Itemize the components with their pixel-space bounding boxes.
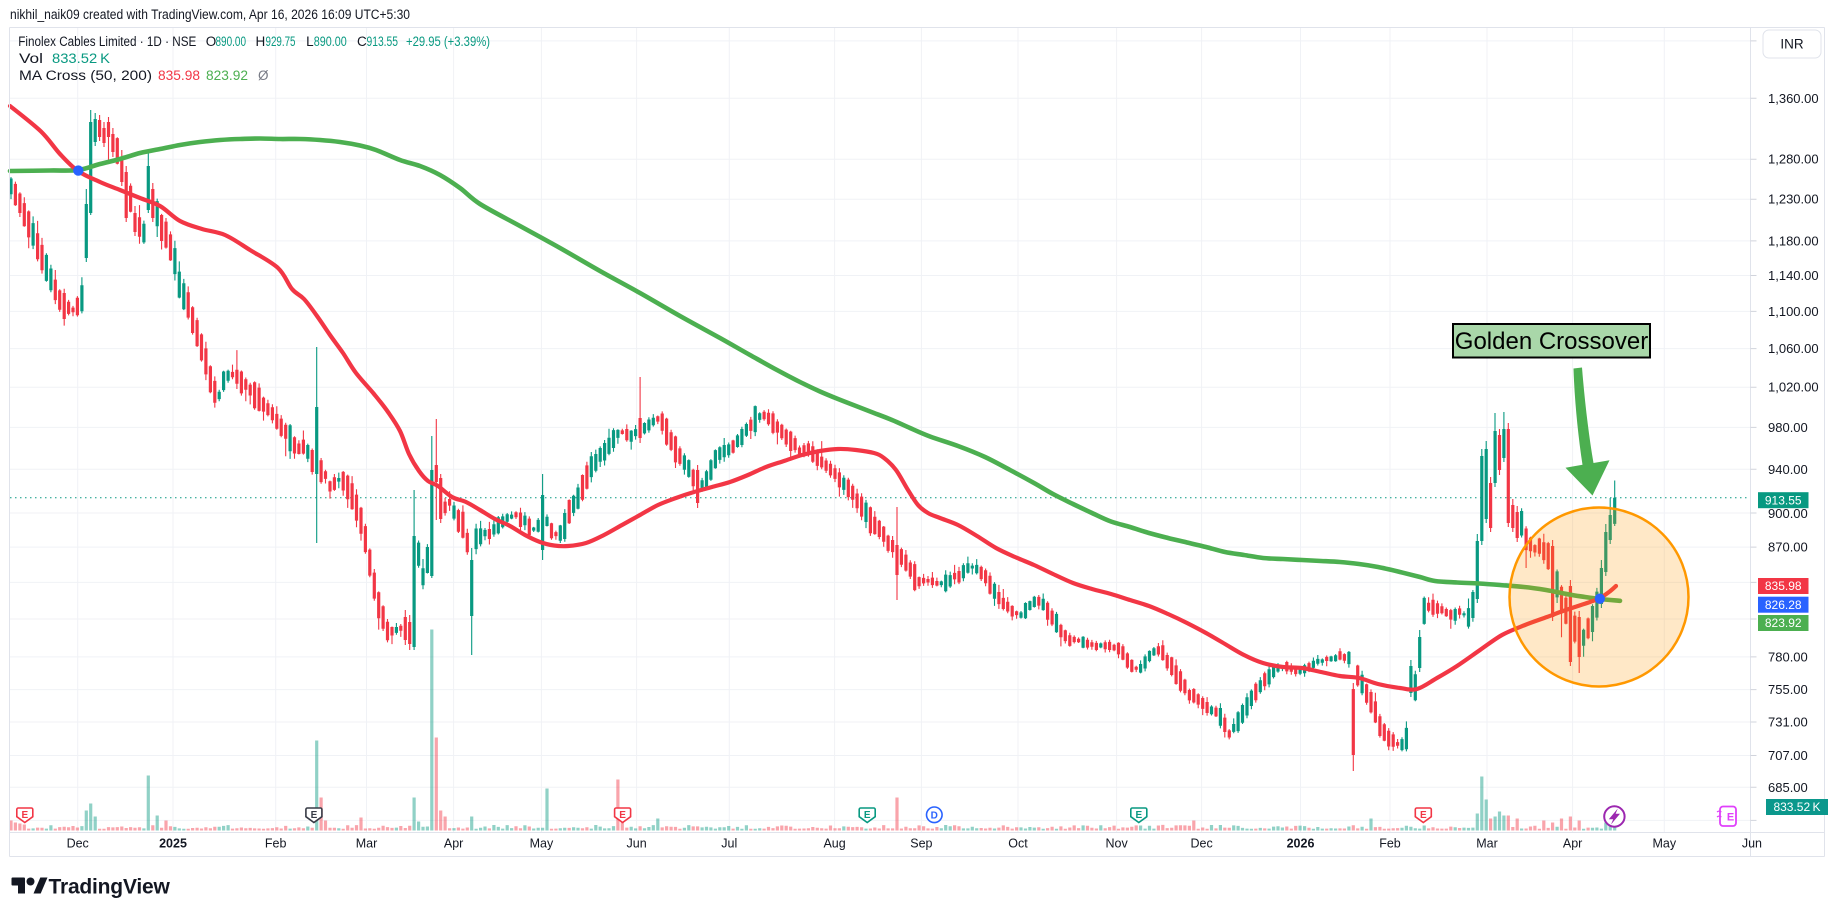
- svg-text:O: O: [206, 34, 217, 49]
- svg-text:E: E: [21, 810, 28, 821]
- svg-text:E: E: [1727, 812, 1734, 824]
- svg-text:E: E: [1420, 810, 1427, 821]
- svg-text:Jun: Jun: [627, 837, 647, 851]
- svg-text:May: May: [1652, 837, 1676, 851]
- svg-text:1,020.00: 1,020.00: [1768, 380, 1819, 395]
- svg-text:E: E: [864, 810, 871, 821]
- svg-text:823.92: 823.92: [206, 68, 248, 83]
- svg-text:1,180.00: 1,180.00: [1768, 233, 1819, 248]
- svg-text:Mar: Mar: [356, 837, 378, 851]
- svg-text:E: E: [1135, 810, 1142, 821]
- svg-text:nikhil_naik09 created with Tra: nikhil_naik09 created with TradingView.c…: [10, 7, 410, 22]
- svg-text:Apr: Apr: [444, 837, 463, 851]
- svg-text:Finolex Cables Limited · 1D ·: Finolex Cables Limited · 1D · NSE: [18, 34, 196, 49]
- svg-text:1,100.00: 1,100.00: [1768, 304, 1819, 319]
- svg-text:823.92: 823.92: [1765, 616, 1802, 630]
- svg-text:E: E: [619, 810, 626, 821]
- svg-text:833.52 K: 833.52 K: [52, 51, 110, 66]
- svg-text:C: C: [357, 34, 367, 49]
- svg-text:L: L: [306, 34, 314, 49]
- svg-text:May: May: [530, 837, 554, 851]
- svg-text:TradingView: TradingView: [49, 876, 171, 899]
- svg-text:E: E: [311, 810, 318, 821]
- svg-text:Feb: Feb: [265, 837, 287, 851]
- svg-text:913.55: 913.55: [367, 34, 399, 49]
- svg-text:870.00: 870.00: [1768, 540, 1808, 555]
- svg-text:1,060.00: 1,060.00: [1768, 341, 1819, 356]
- svg-text:2025: 2025: [159, 837, 187, 851]
- svg-text:1,230.00: 1,230.00: [1768, 192, 1819, 207]
- svg-text:Dec: Dec: [67, 837, 89, 851]
- svg-text:685.00: 685.00: [1768, 780, 1808, 795]
- svg-text:755.00: 755.00: [1768, 682, 1808, 697]
- svg-text:890.00: 890.00: [216, 34, 247, 49]
- svg-text:833.52 K: 833.52 K: [1773, 800, 1820, 814]
- svg-text:835.98: 835.98: [158, 68, 200, 83]
- svg-text:929.75: 929.75: [266, 34, 296, 49]
- svg-text:707.00: 707.00: [1768, 748, 1808, 763]
- svg-text:Sep: Sep: [910, 837, 932, 851]
- svg-text:Oct: Oct: [1008, 837, 1028, 851]
- svg-text:Feb: Feb: [1379, 837, 1401, 851]
- svg-text:900.00: 900.00: [1768, 506, 1808, 521]
- svg-text:D: D: [931, 810, 938, 821]
- svg-text:Ø: Ø: [258, 68, 269, 83]
- svg-text:980.00: 980.00: [1768, 420, 1808, 435]
- svg-text:940.00: 940.00: [1768, 462, 1808, 477]
- svg-text:1,280.00: 1,280.00: [1768, 152, 1819, 167]
- svg-text:780.00: 780.00: [1768, 649, 1808, 664]
- svg-text:Jun: Jun: [1742, 837, 1762, 851]
- svg-text:+29.95 (+3.39%): +29.95 (+3.39%): [406, 34, 490, 49]
- svg-text:890.00: 890.00: [314, 34, 347, 49]
- svg-text:Aug: Aug: [823, 837, 845, 851]
- svg-text:Apr: Apr: [1563, 837, 1582, 851]
- svg-text:Dec: Dec: [1190, 837, 1212, 851]
- svg-text:826.28: 826.28: [1765, 598, 1802, 612]
- svg-text:Golden Crossover: Golden Crossover: [1455, 328, 1648, 355]
- svg-text:INR: INR: [1780, 37, 1804, 52]
- svg-text:Nov: Nov: [1105, 837, 1128, 851]
- svg-text:731.00: 731.00: [1768, 715, 1808, 730]
- svg-text:Mar: Mar: [1476, 837, 1498, 851]
- svg-text:1,140.00: 1,140.00: [1768, 268, 1819, 283]
- svg-text:H: H: [256, 34, 266, 49]
- svg-text:2026: 2026: [1287, 837, 1315, 851]
- svg-text:Jul: Jul: [721, 837, 737, 851]
- svg-text:835.98: 835.98: [1765, 579, 1802, 593]
- svg-text:MA Cross (50, 200): MA Cross (50, 200): [19, 68, 152, 83]
- svg-text:913.55: 913.55: [1765, 493, 1802, 507]
- svg-text:1,360.00: 1,360.00: [1768, 91, 1819, 106]
- svg-text:Vol: Vol: [19, 51, 43, 66]
